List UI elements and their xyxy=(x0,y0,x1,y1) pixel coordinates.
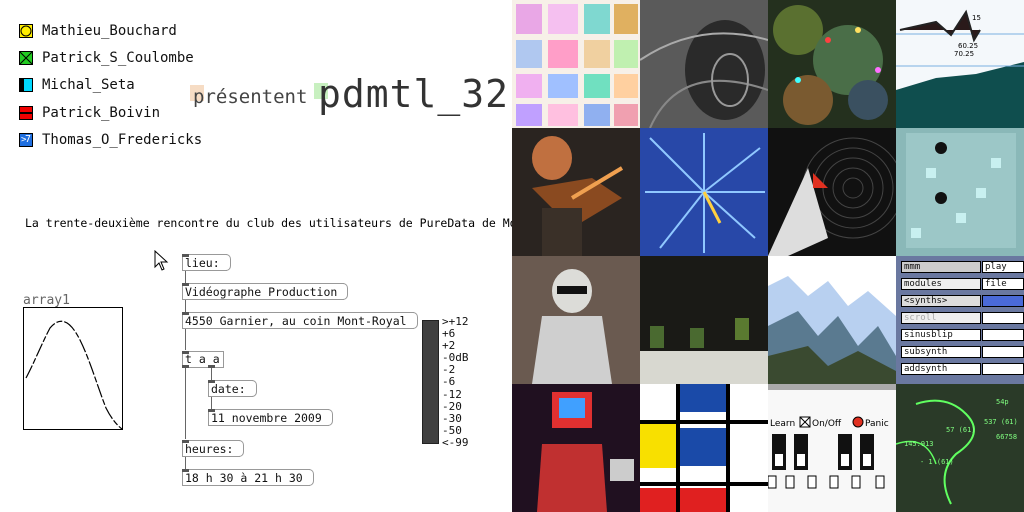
presentent-text: présentent xyxy=(193,86,308,108)
presenter-name: Patrick_S_Coulombe xyxy=(42,50,194,66)
array-label: array1 xyxy=(23,293,70,308)
heures-message-box[interactable]: heures: xyxy=(182,440,245,457)
mosaic-tile-green-map: 54p 537 (61) 57 (61) 66758 145.913 - 1 (… xyxy=(896,384,1024,512)
mosaic-tile-tv-head xyxy=(512,384,640,512)
mosaic-tile-squares xyxy=(896,128,1024,256)
date-value-message-box[interactable]: 11 novembre 2009 xyxy=(208,409,333,426)
mosaic-tile-spiral xyxy=(640,0,768,128)
green-x-icon xyxy=(19,51,33,65)
svg-text:On/Off: On/Off xyxy=(812,419,842,429)
mosaic-tile-controls: Learn On/Off Panic xyxy=(768,384,896,512)
mosaic-tile-rings xyxy=(768,128,896,256)
array-graph[interactable] xyxy=(23,307,123,430)
mouse-cursor-icon xyxy=(154,250,169,271)
mosaic-tile-starburst xyxy=(640,128,768,256)
trigger-object[interactable]: t a a xyxy=(182,351,224,368)
presenter-item: >7 Thomas_O_Fredericks xyxy=(19,131,202,149)
presenter-name: Mathieu_Bouchard xyxy=(42,23,177,39)
lieu-value-message-box[interactable]: Vidéographe Production xyxy=(182,283,349,300)
presenter-name: Michal_Seta xyxy=(42,77,135,93)
address-message-box[interactable]: 4550 Garnier, au coin Mont-Royal xyxy=(182,312,418,329)
heures-value-message-box[interactable]: 18 h 30 à 21 h 30 xyxy=(182,469,314,486)
presenter-name: Thomas_O_Fredericks xyxy=(42,132,203,148)
svg-text:70.25: 70.25 xyxy=(954,50,974,58)
svg-text:- 1 (61): - 1 (61) xyxy=(920,458,954,466)
svg-text:15: 15 xyxy=(972,14,981,22)
svg-text:537 (61): 537 (61) xyxy=(984,418,1018,426)
presenter-item: Patrick_Boivin xyxy=(19,104,160,122)
mosaic-tile-color-grid xyxy=(512,0,640,128)
subtitle: La trente-deuxième rencontre du club des… xyxy=(25,216,559,230)
svg-text:66758: 66758 xyxy=(996,433,1017,441)
mosaic-tile-menu: mmm play modules file <synths> scroll si… xyxy=(896,256,1024,384)
date-message-box[interactable]: date: xyxy=(208,380,257,397)
svg-text:57 (61): 57 (61) xyxy=(946,426,976,434)
vu-meter xyxy=(422,320,439,444)
cyan-bar-icon xyxy=(19,78,33,92)
mosaic-tile-guitarist xyxy=(512,128,640,256)
page-title: pdmtl_32 xyxy=(318,72,510,116)
presenter-item: Mathieu_Bouchard xyxy=(19,22,177,40)
vu-scale-labels: >+12 +6 +2 -0dB -2 -6 -12 -20 -30 -50 <-99 xyxy=(442,315,469,449)
yellow-circle-icon xyxy=(19,24,33,38)
svg-text:60.25: 60.25 xyxy=(958,42,978,50)
mosaic-tile-mondrian xyxy=(640,384,768,512)
mosaic-tile-objects xyxy=(640,256,768,384)
svg-text:145.913: 145.913 xyxy=(904,440,934,448)
svg-text:54p: 54p xyxy=(996,398,1009,406)
lieu-message-box[interactable]: lieu: xyxy=(182,254,231,271)
svg-text:Panic: Panic xyxy=(865,419,889,429)
mosaic-tile-masked-performer xyxy=(512,256,640,384)
peach-square-decoration xyxy=(190,85,204,101)
green-square-decoration xyxy=(314,83,328,99)
red-bar-icon xyxy=(19,106,33,120)
mosaic-tile-graph: 15 60.25 70.25 xyxy=(896,0,1024,128)
presenter-name: Patrick_Boivin xyxy=(42,105,161,121)
presenter-item: Patrick_S_Coulombe xyxy=(19,49,194,67)
svg-text:Learn: Learn xyxy=(770,419,795,429)
mosaic-tile-particles xyxy=(768,0,896,128)
presenter-item: Michal_Seta xyxy=(19,76,135,94)
array-curve xyxy=(25,320,122,429)
blue-seven-icon: >7 xyxy=(19,133,33,147)
mosaic-tile-blue-waves xyxy=(768,256,896,384)
